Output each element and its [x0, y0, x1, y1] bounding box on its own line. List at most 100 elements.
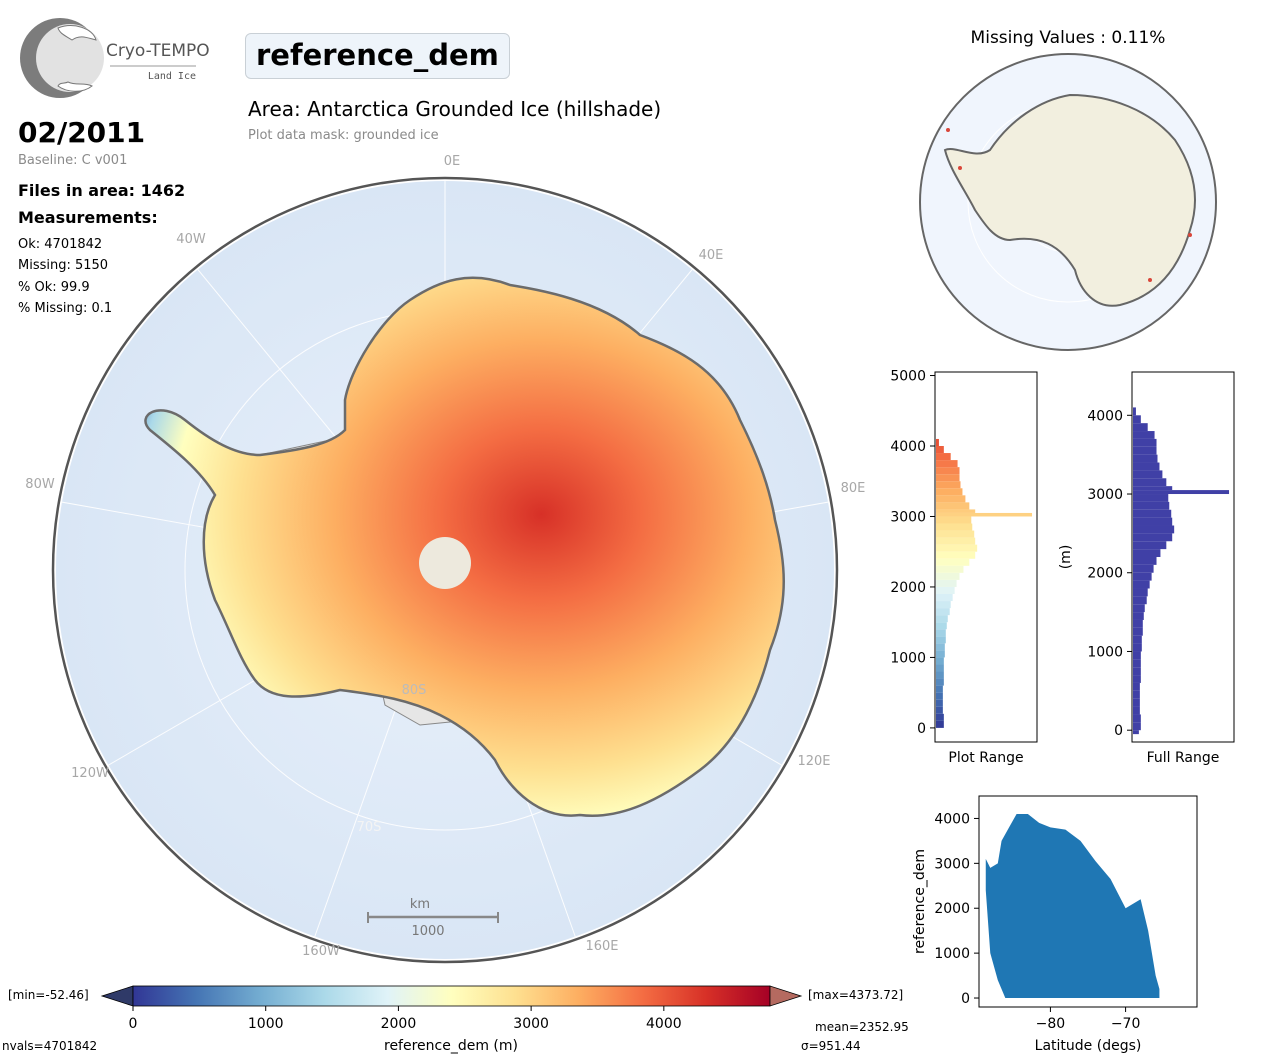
histogram-bar [1133, 635, 1142, 644]
missing-count: Missing: 5150 [18, 258, 109, 273]
y-tick-label: 2000 [934, 901, 970, 917]
histogram-bar [936, 460, 958, 468]
histogram-bar [1133, 501, 1170, 510]
histogram-bar [1133, 407, 1136, 416]
histogram-bar [936, 467, 960, 475]
histogram-bar [1133, 549, 1161, 557]
histogram-bar [1133, 415, 1141, 424]
x-axis-label: Full Range [1147, 750, 1220, 766]
colorbar-tick-label: 4000 [646, 1016, 682, 1032]
histogram-bar [936, 608, 950, 616]
percent-missing: % Missing: 0.1 [18, 301, 113, 316]
histogram-bar [936, 481, 961, 489]
histogram-bar [936, 713, 944, 721]
histogram-bar [1133, 525, 1175, 534]
histogram-bar [1133, 612, 1144, 620]
histogram-bar [936, 720, 944, 728]
y-tick-label: 1000 [1087, 644, 1123, 660]
histogram-bar [1133, 490, 1230, 495]
colorbar-tick-label: 1000 [248, 1016, 284, 1032]
y-axis-label: (m) [1058, 545, 1074, 570]
variable-title: reference_dem [245, 33, 510, 79]
histogram-bar [936, 558, 970, 566]
histogram-bar [1133, 486, 1173, 491]
y-tick-label: 0 [1114, 723, 1123, 739]
lon-label: 40E [699, 248, 724, 263]
histogram-bar [1133, 509, 1172, 518]
histogram-bar [936, 579, 957, 587]
colorbar-over-arrow [769, 985, 803, 1007]
scatter-points [985, 813, 1160, 999]
colorbar-label: reference_dem (m) [384, 1038, 518, 1054]
histogram-bar [1133, 462, 1160, 471]
colorbar-gradient [132, 985, 771, 1007]
y-axis-label: reference_dem [912, 849, 928, 954]
percent-ok: % Ok: 99.9 [18, 280, 90, 295]
lon-label: 160E [585, 939, 618, 954]
histogram-bar [936, 502, 970, 510]
mask-note: Plot data mask: grounded ice [248, 128, 439, 143]
histogram-bar [936, 629, 946, 637]
histogram-bar [1133, 722, 1141, 731]
histogram-bar [936, 615, 948, 623]
histogram-bar [1133, 454, 1158, 463]
histogram-bar [936, 706, 943, 714]
histogram-bar [1133, 690, 1140, 699]
antarctica-map: km 1000 0E 40E 80E 120E 160E 160W 120W 8… [25, 154, 865, 964]
pole-hole [419, 537, 471, 589]
histogram-bar [936, 446, 944, 454]
lat-label: 80S [402, 683, 427, 698]
histogram-bar [1133, 675, 1141, 683]
lon-label: 160W [302, 944, 340, 959]
colorbar-nvals: nvals=4701842 [2, 1039, 97, 1053]
histogram-bar [1133, 730, 1139, 735]
y-tick-label: 0 [917, 721, 926, 737]
ok-count: Ok: 4701842 [18, 237, 103, 252]
missing-values-title: Missing Values : 0.11% [970, 28, 1166, 48]
histogram-bar [936, 512, 1033, 517]
histogram-bar [1133, 619, 1143, 628]
histogram-bar [936, 530, 975, 538]
colorbar-tick-label: 2000 [381, 1016, 417, 1032]
histogram-bar [936, 636, 946, 644]
date-label: 02/2011 [18, 116, 146, 149]
histogram-bar [1133, 659, 1141, 668]
histogram-bar [936, 650, 945, 658]
measurements-heading: Measurements: [18, 208, 158, 227]
histogram-bar [1133, 643, 1142, 652]
histogram-bar [1133, 557, 1157, 565]
lon-label: 80W [25, 477, 55, 492]
colorbar-max-label: [max=4373.72] [808, 988, 903, 1002]
histogram-bar [936, 544, 978, 552]
histogram-bar [1133, 494, 1169, 502]
cryo-tempo-logo: Cryo-TEMPO Land Ice [20, 18, 210, 98]
colorbar-mean: mean=2352.95 [815, 1020, 909, 1034]
missing-map-continent [943, 93, 1196, 307]
histogram-bar [936, 537, 976, 545]
y-tick-label: 1000 [890, 650, 926, 666]
histogram-bar [1133, 698, 1140, 707]
histogram-bar [1133, 470, 1163, 479]
histogram-bar [1133, 580, 1150, 589]
histogram-bar [1133, 682, 1140, 691]
histogram-bar [936, 488, 963, 496]
histogram-bar [1133, 564, 1154, 573]
longitude-labels: 0E 40E 80E 120E 160E 160W 120W 80W 40W 8… [25, 154, 865, 959]
logo-title: Cryo-TEMPO [106, 41, 210, 61]
full-range-histogram: 0 1000 2000 3000 4000 Full Range (m) [1058, 371, 1235, 766]
histogram-bar [936, 594, 953, 602]
colorbar-min-label: [min=-52.46] [8, 988, 89, 1002]
lat-label: 70S [357, 820, 382, 835]
histogram-bar [936, 685, 943, 693]
histogram-bar [936, 572, 960, 580]
histogram-bar [936, 586, 955, 594]
histogram-bar [1133, 596, 1147, 605]
colorbar: 0 1000 2000 3000 4000 reference_dem (m) [min=-… [2, 985, 909, 1054]
y-tick-label: 4000 [1087, 408, 1123, 424]
histogram-bar [1133, 627, 1143, 636]
lon-label: 120E [797, 754, 830, 769]
histogram-bar [936, 671, 944, 679]
scale-value: 1000 [411, 924, 444, 939]
histogram-bar [1133, 517, 1173, 526]
